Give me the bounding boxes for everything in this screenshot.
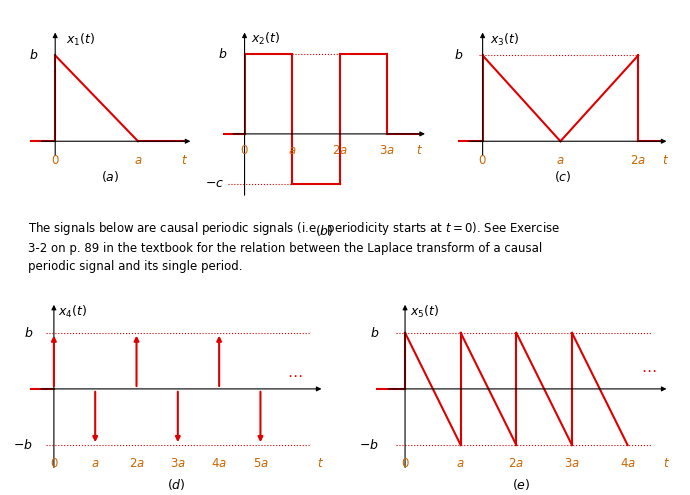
Text: $0$: $0$	[240, 144, 249, 156]
Text: $\cdots$: $\cdots$	[642, 362, 657, 377]
Text: $t$: $t$	[662, 154, 669, 167]
Text: $(c)$: $(c)$	[553, 169, 571, 184]
Text: $a$: $a$	[288, 144, 296, 156]
Text: $0$: $0$	[401, 457, 409, 470]
Text: $-b$: $-b$	[13, 438, 33, 452]
Text: $b$: $b$	[218, 47, 228, 61]
Text: $b$: $b$	[23, 326, 33, 340]
Text: $-c$: $-c$	[205, 177, 224, 190]
Text: The signals below are causal periodic signals (i.e., periodicity starts at $t = : The signals below are causal periodic si…	[28, 220, 560, 273]
Text: $t$: $t$	[181, 154, 188, 167]
Text: $t$: $t$	[663, 457, 670, 470]
Text: $2a$: $2a$	[128, 457, 144, 470]
Text: $-b$: $-b$	[359, 438, 379, 452]
Text: $2a$: $2a$	[332, 144, 348, 156]
Text: $0$: $0$	[50, 457, 58, 470]
Text: $(e)$: $(e)$	[512, 477, 530, 492]
Text: $\cdots$: $\cdots$	[287, 367, 302, 382]
Text: $2a$: $2a$	[509, 457, 524, 470]
Text: $(d)$: $(d)$	[167, 477, 185, 492]
Text: $b$: $b$	[454, 49, 463, 62]
Text: $b$: $b$	[28, 49, 38, 62]
Text: $a$: $a$	[91, 457, 99, 470]
Text: $t$: $t$	[416, 144, 423, 156]
Text: $b$: $b$	[370, 326, 379, 340]
Text: $0$: $0$	[478, 154, 487, 167]
Text: $a$: $a$	[556, 154, 564, 167]
Text: $3a$: $3a$	[170, 457, 186, 470]
Text: $(b)$: $(b)$	[315, 223, 333, 238]
Text: $a$: $a$	[457, 457, 465, 470]
Text: $(a)$: $(a)$	[101, 169, 119, 184]
Text: $x_3(t)$: $x_3(t)$	[491, 31, 520, 48]
Text: $5a$: $5a$	[253, 457, 268, 470]
Text: $x_4(t)$: $x_4(t)$	[58, 303, 87, 320]
Text: $3a$: $3a$	[564, 457, 580, 470]
Text: $x_5(t)$: $x_5(t)$	[410, 303, 439, 320]
Text: $4a$: $4a$	[620, 457, 635, 470]
Text: $a$: $a$	[134, 154, 142, 167]
Text: $x_1(t)$: $x_1(t)$	[66, 31, 95, 48]
Text: $t$: $t$	[317, 457, 324, 470]
Text: $2a$: $2a$	[630, 154, 646, 167]
Text: $0$: $0$	[51, 154, 59, 167]
Text: $x_2(t)$: $x_2(t)$	[251, 31, 281, 48]
Text: $3a$: $3a$	[379, 144, 395, 156]
Text: $4a$: $4a$	[211, 457, 227, 470]
